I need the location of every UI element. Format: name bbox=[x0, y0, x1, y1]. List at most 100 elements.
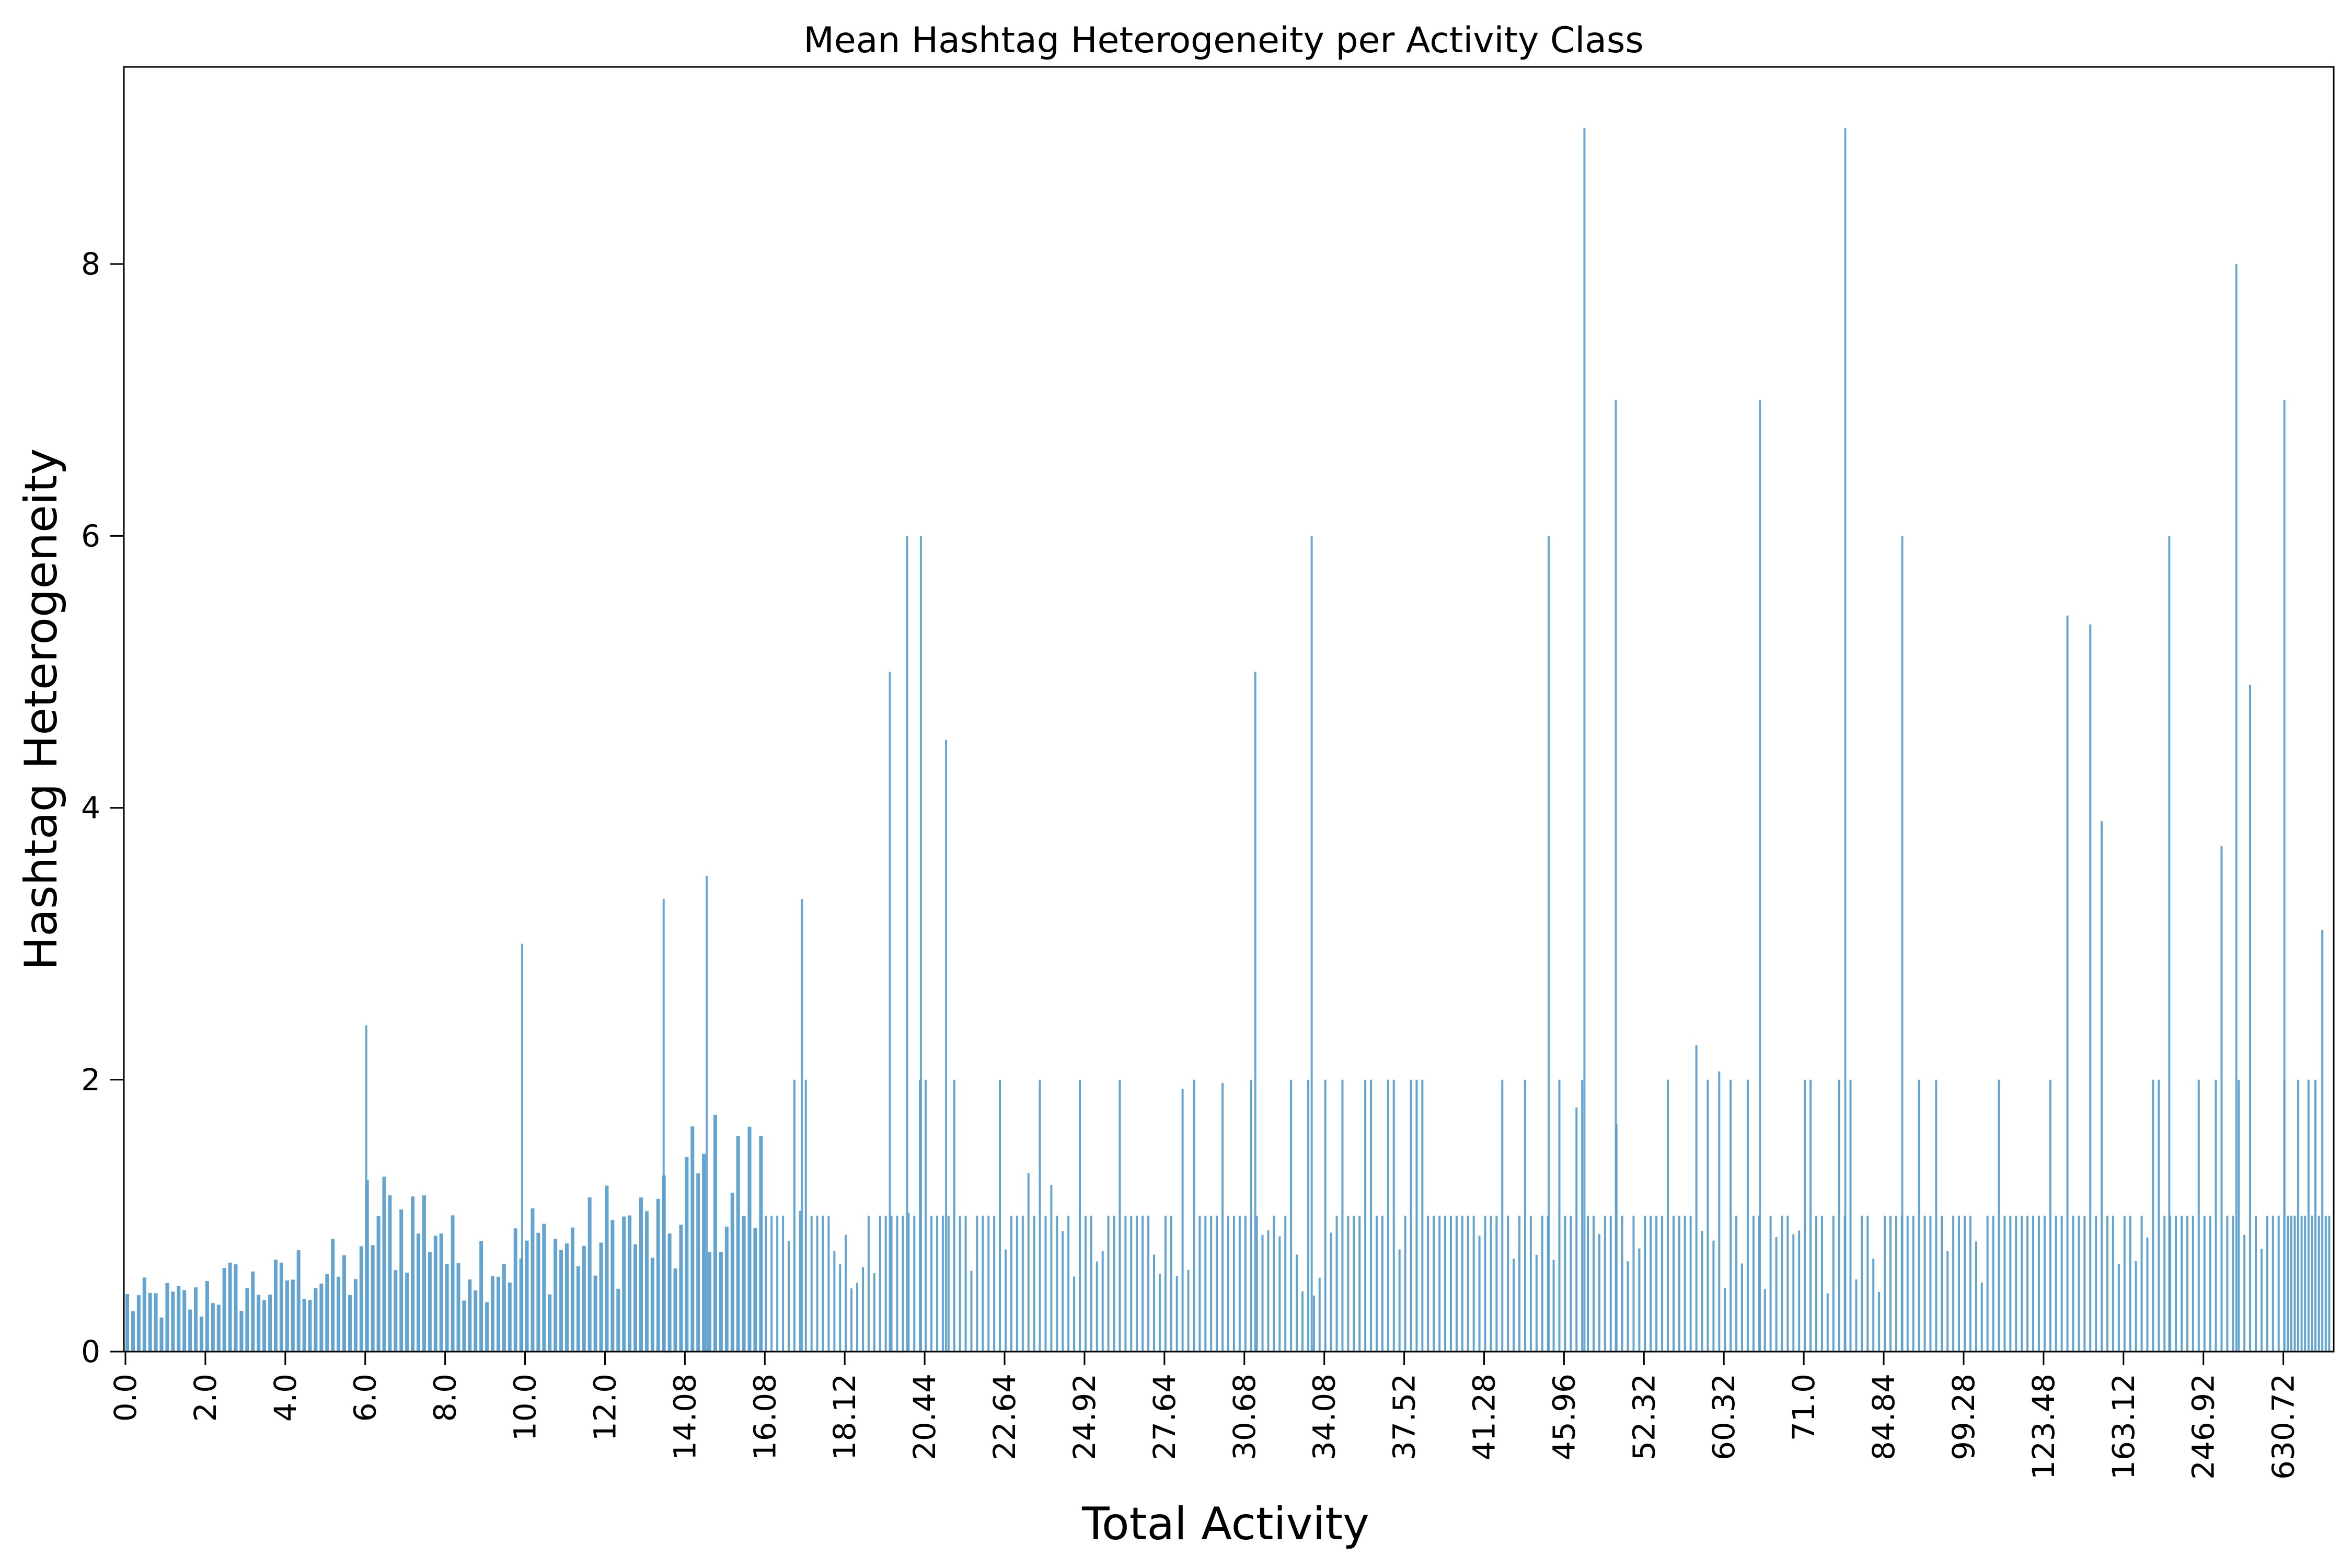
bar bbox=[1472, 1215, 1475, 1352]
x-tick-label: 14.08 bbox=[667, 1374, 702, 1460]
bar bbox=[405, 1272, 409, 1352]
bar-peak bbox=[521, 943, 523, 1352]
bar bbox=[1820, 1215, 1823, 1352]
bar bbox=[1090, 1215, 1092, 1352]
bar bbox=[1786, 1215, 1789, 1352]
bar bbox=[1484, 1215, 1486, 1352]
bar bbox=[822, 1215, 824, 1352]
bar bbox=[1695, 1045, 1698, 1352]
bar bbox=[2009, 1215, 2012, 1352]
bar bbox=[644, 1211, 649, 1352]
plot-frame bbox=[123, 66, 2335, 1353]
bar bbox=[827, 1215, 830, 1352]
bar bbox=[348, 1295, 352, 1352]
bar bbox=[1427, 1215, 1429, 1352]
bar bbox=[913, 1215, 916, 1352]
bar bbox=[1301, 1291, 1304, 1352]
bar bbox=[1855, 1279, 1858, 1352]
bar bbox=[2055, 1215, 2057, 1352]
bar bbox=[205, 1281, 209, 1352]
bar bbox=[1684, 1215, 1686, 1352]
bar bbox=[142, 1277, 146, 1352]
bar bbox=[2300, 1215, 2303, 1352]
x-axis-label: Total Activity bbox=[1081, 1498, 1369, 1550]
x-tick-label: 163.12 bbox=[2106, 1374, 2141, 1480]
bar bbox=[1667, 1079, 1669, 1352]
bar-peak bbox=[1548, 536, 1550, 1352]
bar bbox=[1838, 1079, 1840, 1352]
bar bbox=[353, 1279, 358, 1352]
bar bbox=[2072, 1215, 2074, 1352]
bar bbox=[1449, 1215, 1452, 1352]
x-axis: 0.0 2.0 4.0 6.0 8.0 10.0 12.0 14.08 16.08 18.12 20… bbox=[108, 1352, 2301, 1480]
bar bbox=[587, 1197, 592, 1352]
bar bbox=[1039, 1079, 1041, 1352]
bar bbox=[291, 1279, 295, 1352]
bar bbox=[1541, 1215, 1543, 1352]
bar bbox=[1392, 1079, 1395, 1352]
bar bbox=[1158, 1274, 1161, 1352]
bar bbox=[907, 1213, 910, 1352]
bar bbox=[896, 1215, 898, 1352]
bar bbox=[1358, 1215, 1361, 1352]
bar bbox=[1689, 1215, 1692, 1352]
x-tick-label: 52.32 bbox=[1626, 1374, 1662, 1460]
bar bbox=[342, 1255, 347, 1352]
bar bbox=[279, 1262, 283, 1352]
bar bbox=[1952, 1215, 1955, 1352]
bar bbox=[565, 1243, 569, 1352]
bar bbox=[1552, 1260, 1555, 1352]
bar bbox=[1370, 1079, 1373, 1352]
x-tick-label: 16.08 bbox=[747, 1374, 782, 1460]
bar bbox=[1661, 1215, 1664, 1352]
bar bbox=[1216, 1215, 1218, 1352]
bar bbox=[2311, 1215, 2313, 1352]
bar bbox=[702, 1154, 706, 1352]
bar bbox=[2266, 1215, 2268, 1352]
bar bbox=[593, 1275, 597, 1352]
bar bbox=[1884, 1215, 1886, 1352]
bar bbox=[2026, 1215, 2029, 1352]
bar bbox=[468, 1279, 472, 1352]
bar bbox=[262, 1300, 267, 1352]
bar-peak bbox=[2283, 400, 2286, 1352]
bar bbox=[1296, 1254, 1298, 1352]
bar bbox=[2304, 1215, 2307, 1352]
bar bbox=[1593, 1215, 1595, 1352]
bar bbox=[479, 1241, 483, 1352]
bar bbox=[2066, 615, 2069, 1352]
bar bbox=[2287, 1215, 2289, 1352]
bar-peak bbox=[1583, 128, 1586, 1352]
bar bbox=[816, 1215, 818, 1352]
bar bbox=[1044, 1215, 1047, 1352]
bar bbox=[2192, 1215, 2194, 1352]
bar bbox=[708, 1252, 712, 1352]
bar bbox=[1609, 1215, 1612, 1352]
bar bbox=[1638, 1248, 1641, 1352]
bar bbox=[1364, 1079, 1367, 1352]
bar bbox=[2260, 1249, 2263, 1352]
bar bbox=[1232, 1215, 1235, 1352]
bar-peak bbox=[1310, 536, 1313, 1352]
bar bbox=[1227, 1215, 1229, 1352]
bar bbox=[970, 1271, 973, 1352]
bar bbox=[2112, 1215, 2114, 1352]
bar bbox=[685, 1157, 689, 1352]
bar bbox=[861, 1267, 864, 1352]
bar bbox=[999, 1079, 1001, 1352]
bar bbox=[359, 1246, 363, 1352]
bar bbox=[1444, 1215, 1447, 1352]
bar bbox=[485, 1302, 489, 1352]
bar bbox=[1124, 1215, 1127, 1352]
bar bbox=[2249, 685, 2252, 1352]
bar bbox=[1142, 1215, 1144, 1352]
bar bbox=[268, 1294, 272, 1352]
bar bbox=[331, 1239, 335, 1352]
bar bbox=[2226, 1215, 2229, 1352]
bar bbox=[1238, 1215, 1241, 1352]
bar bbox=[856, 1283, 859, 1352]
bar bbox=[1740, 1263, 1743, 1352]
bar bbox=[610, 1220, 615, 1352]
bar bbox=[1627, 1261, 1629, 1352]
bar bbox=[376, 1216, 381, 1352]
